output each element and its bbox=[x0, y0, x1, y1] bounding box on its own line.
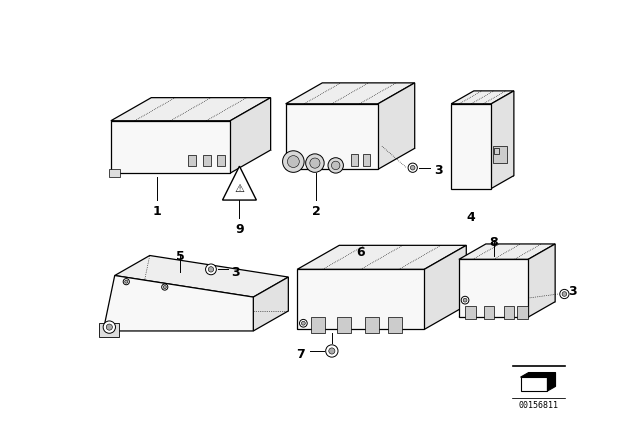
Text: 1: 1 bbox=[153, 206, 161, 219]
Polygon shape bbox=[204, 155, 211, 166]
Polygon shape bbox=[111, 98, 271, 121]
Text: 9: 9 bbox=[235, 223, 244, 236]
Text: 3: 3 bbox=[435, 164, 443, 177]
Polygon shape bbox=[109, 169, 120, 177]
Polygon shape bbox=[520, 377, 547, 391]
Circle shape bbox=[283, 151, 304, 172]
Circle shape bbox=[410, 165, 415, 170]
Polygon shape bbox=[111, 121, 230, 173]
Text: 5: 5 bbox=[176, 250, 184, 263]
Polygon shape bbox=[188, 155, 196, 166]
Polygon shape bbox=[388, 317, 402, 332]
Circle shape bbox=[310, 158, 320, 168]
Text: 2: 2 bbox=[312, 206, 321, 219]
Polygon shape bbox=[363, 154, 369, 166]
Polygon shape bbox=[285, 83, 415, 104]
Polygon shape bbox=[451, 104, 492, 189]
Polygon shape bbox=[378, 83, 415, 169]
Circle shape bbox=[326, 345, 338, 357]
Text: 00156811: 00156811 bbox=[519, 401, 559, 410]
Polygon shape bbox=[465, 306, 476, 319]
Polygon shape bbox=[365, 317, 379, 332]
Circle shape bbox=[103, 321, 115, 333]
Circle shape bbox=[162, 284, 168, 290]
Text: 4: 4 bbox=[467, 211, 476, 224]
Polygon shape bbox=[451, 91, 514, 104]
Polygon shape bbox=[337, 317, 351, 332]
Circle shape bbox=[328, 158, 344, 173]
Text: 3: 3 bbox=[231, 266, 239, 279]
Circle shape bbox=[123, 279, 129, 285]
Circle shape bbox=[560, 289, 569, 299]
Text: 6: 6 bbox=[356, 246, 365, 259]
Polygon shape bbox=[547, 373, 556, 391]
Polygon shape bbox=[424, 246, 467, 329]
Polygon shape bbox=[223, 166, 257, 200]
Polygon shape bbox=[99, 323, 118, 337]
Circle shape bbox=[332, 161, 340, 170]
Circle shape bbox=[463, 298, 467, 302]
Polygon shape bbox=[311, 317, 325, 332]
Polygon shape bbox=[504, 306, 515, 319]
Polygon shape bbox=[520, 373, 556, 377]
Circle shape bbox=[461, 296, 469, 304]
Polygon shape bbox=[517, 306, 528, 319]
Circle shape bbox=[562, 292, 566, 296]
Polygon shape bbox=[285, 104, 378, 169]
Polygon shape bbox=[493, 146, 507, 163]
Polygon shape bbox=[492, 91, 514, 189]
Circle shape bbox=[163, 285, 166, 289]
Text: 8: 8 bbox=[489, 236, 498, 249]
Text: ⚠: ⚠ bbox=[234, 184, 244, 194]
Circle shape bbox=[300, 319, 307, 327]
Circle shape bbox=[306, 154, 324, 172]
Polygon shape bbox=[459, 259, 528, 317]
Text: 7: 7 bbox=[296, 348, 305, 361]
Polygon shape bbox=[494, 148, 499, 154]
Polygon shape bbox=[230, 98, 271, 173]
Circle shape bbox=[208, 267, 214, 272]
Circle shape bbox=[408, 163, 417, 172]
Polygon shape bbox=[115, 255, 289, 297]
Polygon shape bbox=[484, 306, 494, 319]
Circle shape bbox=[106, 324, 113, 330]
Polygon shape bbox=[297, 246, 467, 269]
Circle shape bbox=[205, 264, 216, 275]
Polygon shape bbox=[297, 269, 424, 329]
Polygon shape bbox=[103, 276, 253, 331]
Polygon shape bbox=[217, 155, 225, 166]
Text: 3: 3 bbox=[568, 285, 577, 298]
Polygon shape bbox=[459, 244, 555, 259]
Circle shape bbox=[301, 321, 305, 325]
Circle shape bbox=[287, 155, 300, 168]
Polygon shape bbox=[351, 154, 358, 166]
Circle shape bbox=[329, 348, 335, 354]
Polygon shape bbox=[253, 277, 289, 331]
Circle shape bbox=[125, 280, 128, 283]
Polygon shape bbox=[528, 244, 555, 317]
